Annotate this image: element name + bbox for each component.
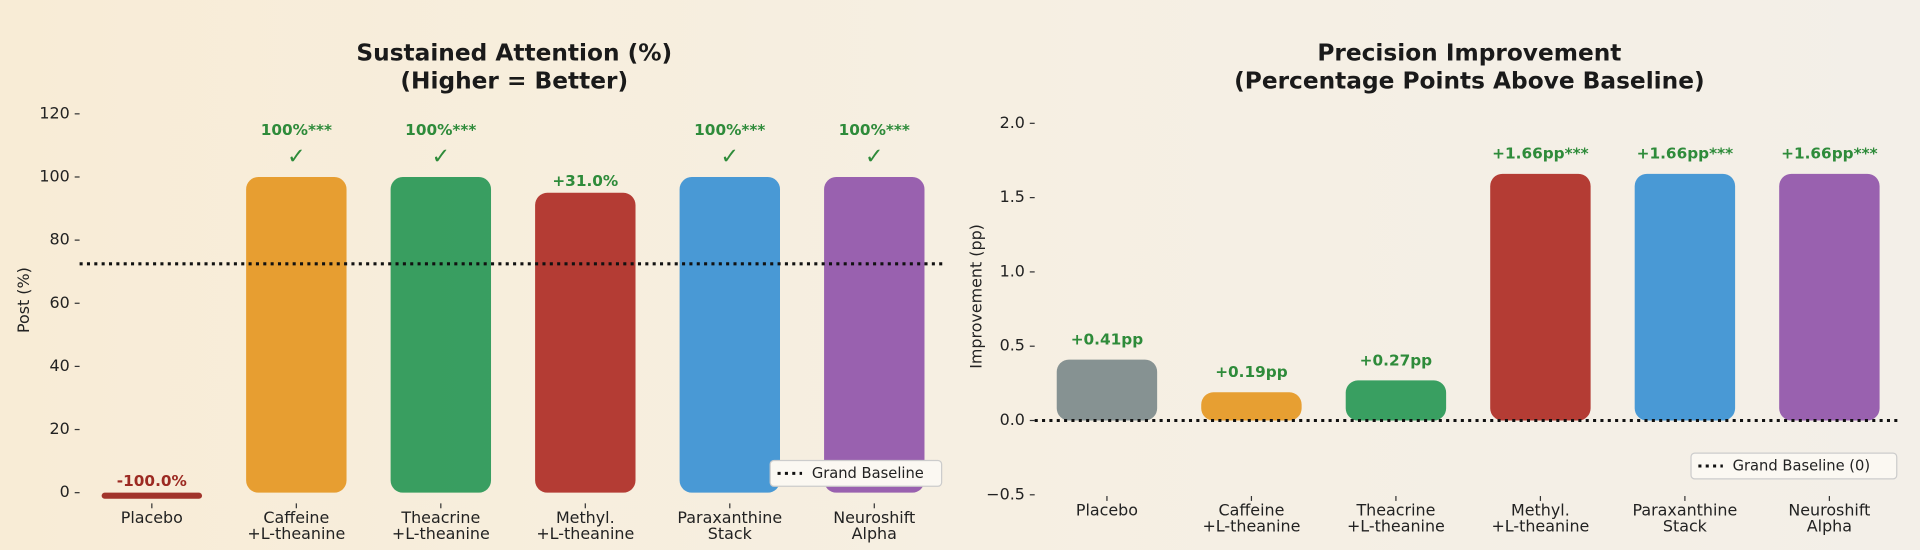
bar bbox=[246, 176, 347, 493]
bar-annotation: 100%*** bbox=[261, 121, 332, 139]
bar bbox=[535, 192, 636, 493]
x-tick-label: Theacrine +L-theanine bbox=[392, 508, 490, 543]
y-tick-label: 0 bbox=[60, 482, 70, 501]
y-tick-label: 1.5 bbox=[1000, 187, 1025, 206]
x-tick-label-line: Alpha bbox=[852, 523, 897, 542]
x-tick-label: Placebo bbox=[1076, 500, 1138, 519]
check-symbol: ✓ bbox=[432, 144, 450, 169]
x-tick-label-line: +L-theanine bbox=[247, 523, 345, 542]
x-tick-label-line: Paraxanthine bbox=[1633, 500, 1738, 519]
bar-annotation: 100%*** bbox=[405, 121, 476, 139]
x-tick-label-line: +L-theanine bbox=[1347, 516, 1445, 535]
y-tick-label: 100 bbox=[39, 166, 69, 185]
legend-box bbox=[769, 459, 943, 487]
bar-annotation: 100%*** bbox=[839, 121, 910, 139]
x-tick-label-line: +L-theanine bbox=[392, 523, 490, 542]
x-tick-label: Placebo bbox=[121, 508, 183, 527]
y-tick-label: 1.0 bbox=[1000, 261, 1025, 280]
x-tick-label-line: +L-theanine bbox=[1202, 516, 1300, 535]
y-tick-label: 2.0 bbox=[1000, 113, 1025, 132]
chart-title: (Percentage Points Above Baseline) bbox=[1234, 68, 1704, 95]
bar bbox=[101, 492, 203, 499]
x-tick-label: Theacrine +L-theanine bbox=[1347, 500, 1445, 535]
bar bbox=[679, 176, 780, 493]
chart-title: Sustained Attention (%) bbox=[356, 39, 672, 66]
x-tick-label-line: +L-theanine bbox=[1491, 516, 1589, 535]
x-tick-label-line: Caffeine bbox=[1218, 500, 1284, 519]
check-symbol: ✓ bbox=[287, 144, 305, 169]
value-label: +1.66pp*** bbox=[1781, 145, 1877, 163]
y-axis-label: Improvement (pp) bbox=[967, 224, 986, 369]
y-tick-label: 20 bbox=[50, 419, 70, 438]
x-tick-label-line: Stack bbox=[708, 523, 753, 542]
bar-annotation: +31.0% bbox=[552, 172, 618, 190]
chart-title: (Higher = Better) bbox=[400, 68, 628, 95]
chart-title: Precision Improvement bbox=[1317, 39, 1621, 66]
legend-box bbox=[1690, 452, 1898, 480]
y-tick-label: 40 bbox=[50, 356, 70, 375]
x-tick-label: Methyl. +L-theanine bbox=[1491, 500, 1589, 535]
y-tick-label: 60 bbox=[50, 293, 70, 312]
x-tick-label-line: Alpha bbox=[1807, 516, 1852, 535]
bar-annotation: 100%*** bbox=[694, 121, 765, 139]
x-tick-label-line: Theacrine bbox=[1355, 500, 1435, 519]
y-tick-label: 80 bbox=[50, 230, 70, 249]
check-symbol: ✓ bbox=[721, 144, 739, 169]
x-tick-label-line: +L-theanine bbox=[536, 523, 634, 542]
x-tick-label-line: Stack bbox=[1663, 516, 1708, 535]
x-tick-label-line: Caffeine bbox=[263, 508, 329, 527]
value-label: +0.27pp bbox=[1360, 351, 1433, 369]
bar bbox=[1779, 173, 1880, 421]
x-tick-label: Paraxanthine Stack bbox=[677, 508, 782, 543]
x-tick-label-line: Theacrine bbox=[400, 508, 480, 527]
x-tick-label-line: Neuroshift bbox=[1788, 500, 1870, 519]
x-tick-label: Neuroshift Alpha bbox=[833, 508, 915, 543]
x-tick-label-line: Paraxanthine bbox=[677, 508, 782, 527]
value-label: +0.19pp bbox=[1215, 363, 1288, 381]
value-label: +1.66pp*** bbox=[1637, 145, 1733, 163]
bar bbox=[1634, 173, 1736, 421]
x-tick-label-line: Placebo bbox=[121, 508, 183, 527]
y-tick-label: 0.5 bbox=[1000, 336, 1025, 355]
y-tick-label: −0.5 bbox=[986, 484, 1025, 503]
bar-annotation: -100.0% bbox=[117, 472, 187, 490]
legend-label: Grand Baseline bbox=[812, 465, 924, 482]
y-tick-label: 0.0 bbox=[1000, 410, 1025, 429]
x-tick-label-line: Methyl. bbox=[1511, 500, 1570, 519]
x-tick-label: Caffeine +L-theanine bbox=[247, 508, 345, 543]
value-label: +1.66pp*** bbox=[1492, 145, 1588, 163]
x-tick-label-line: Placebo bbox=[1076, 500, 1138, 519]
bar bbox=[1490, 173, 1591, 421]
check-symbol: ✓ bbox=[865, 144, 883, 169]
legend-label: Grand Baseline (0) bbox=[1733, 458, 1870, 475]
x-tick-label: Neuroshift Alpha bbox=[1788, 500, 1870, 535]
x-tick-label: Caffeine +L-theanine bbox=[1202, 500, 1300, 535]
x-tick-label-line: Neuroshift bbox=[833, 508, 915, 527]
y-tick-label: 120 bbox=[39, 103, 69, 122]
bar bbox=[824, 176, 925, 493]
value-label: +0.41pp bbox=[1071, 330, 1144, 348]
x-tick-label: Paraxanthine Stack bbox=[1633, 500, 1738, 535]
bar bbox=[1056, 359, 1158, 421]
bar bbox=[1345, 380, 1447, 421]
x-tick-label-line: Methyl. bbox=[556, 508, 615, 527]
x-tick-label: Methyl. +L-theanine bbox=[536, 508, 634, 543]
y-axis-label: Post (%) bbox=[14, 267, 33, 333]
bar bbox=[390, 176, 492, 493]
bar bbox=[1201, 392, 1302, 421]
